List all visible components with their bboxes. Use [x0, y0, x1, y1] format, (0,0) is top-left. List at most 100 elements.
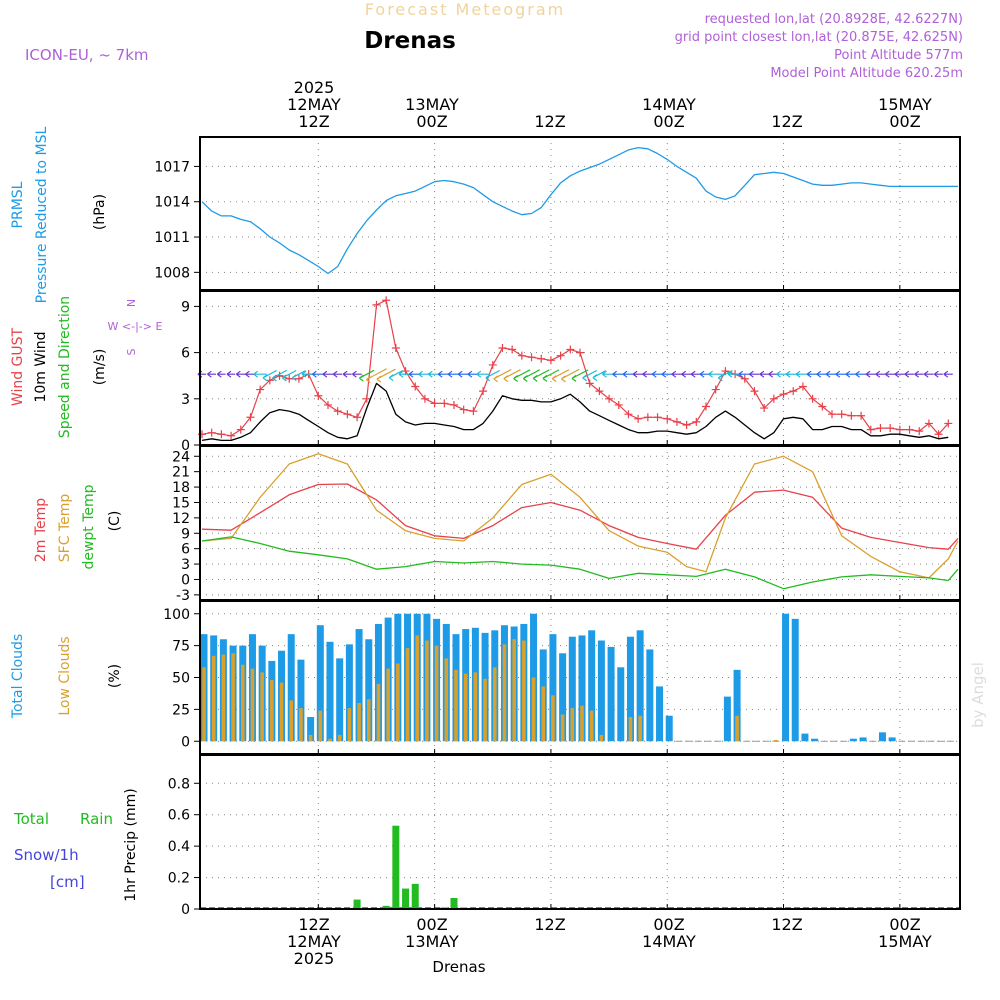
- wind-direction-arrow: [749, 370, 760, 378]
- wind-direction-arrow: [291, 370, 306, 382]
- total-cloud-bar: [607, 646, 615, 742]
- grid-point-coords: grid point closest lon,lat (20.875E, 42.…: [675, 30, 963, 45]
- precip-ytick-label: 0: [181, 902, 190, 918]
- precip-ytick-label: 0.8: [168, 776, 190, 792]
- total-cloud-bar: [307, 717, 315, 742]
- model-point-altitude: Model Point Altitude 620.25m: [770, 66, 963, 81]
- pressure-ytick-label: 1014: [154, 195, 190, 211]
- wind-direction-arrow: [914, 370, 924, 378]
- gust-marker: [430, 399, 439, 408]
- rain-bar: [392, 825, 400, 909]
- wind-unit: (m/s): [92, 349, 108, 386]
- gust-marker: [411, 382, 420, 391]
- point-altitude: Point Altitude 577m: [834, 48, 963, 63]
- low-cloud-bar: [202, 667, 206, 742]
- low-cloud-bar: [386, 668, 390, 742]
- wind-direction-arrow: [532, 369, 550, 382]
- low-cloud-bar: [560, 714, 565, 742]
- bottom-label-line: 00Z: [416, 915, 447, 934]
- pressure-ytick-label: 1017: [154, 159, 190, 175]
- bottom-label-line: 12Z: [298, 915, 329, 934]
- wind-panel-labels: Wind GUST 10m Wind Speed and Direction (…: [10, 296, 162, 438]
- wind-direction-arrow: [457, 370, 470, 378]
- wind-direction-arrow: [845, 370, 857, 378]
- low-cloud-bar: [347, 708, 352, 742]
- low-cloud-bar: [541, 686, 546, 742]
- temp-panel-labels: 2m Temp SFC Temp dewpt Temp (C): [33, 484, 123, 569]
- total-cloud-bar: [878, 732, 886, 742]
- pressure-ytick-label: 1008: [154, 265, 190, 281]
- pressure-panel-labels: PRMSL Pressure Reduced to MSL (hPa): [10, 126, 108, 303]
- temp-ytick-label: 12: [172, 511, 190, 527]
- total-cloud-bar: [549, 634, 557, 742]
- low-cloud-bar: [444, 658, 449, 742]
- temp-ytick-label: 3: [181, 557, 190, 573]
- low-cloud-bar: [299, 708, 303, 742]
- total-cloud-bar: [365, 639, 373, 742]
- total-cloud-bar: [297, 659, 305, 742]
- gust-marker: [585, 379, 594, 388]
- gust-marker: [905, 425, 914, 434]
- wind-direction-arrow: [493, 368, 512, 383]
- wind-direction-arrow: [923, 370, 934, 378]
- total-cloud-bar: [287, 634, 295, 742]
- gust-marker: [808, 394, 817, 403]
- precip-ytick-label: 0.4: [168, 839, 190, 855]
- wind-ytick-label: 0: [181, 438, 190, 454]
- gust-marker: [934, 430, 943, 439]
- wind-dir-label: Speed and Direction: [57, 296, 73, 438]
- low-cloud-bar: [366, 699, 371, 742]
- gust-marker: [605, 394, 614, 403]
- gust-marker: [663, 414, 672, 423]
- bottom-label-line: 12MAY: [287, 932, 341, 951]
- meteogram-title: Forecast Meteogram: [365, 0, 565, 19]
- gust-marker: [343, 410, 352, 419]
- gust-marker: [866, 425, 875, 434]
- total-cloud-bar: [617, 667, 625, 742]
- temp-ytick-label: -3: [176, 588, 190, 604]
- top-label-line: 12MAY: [287, 95, 341, 114]
- sfc-temp-line: [201, 453, 959, 579]
- bottom-label-line: 2025: [294, 949, 335, 968]
- precip-panel: 0 0.2 0.4 0.6 0.8: [168, 754, 961, 918]
- wind-direction-arrow: [332, 370, 343, 378]
- precip-unit: 1hr Precip (mm): [123, 788, 139, 901]
- gust-marker: [672, 417, 681, 426]
- clouds-ytick-label: 50: [172, 671, 190, 687]
- top-label-line: 12Z: [771, 112, 802, 131]
- gust-marker: [294, 374, 303, 383]
- wind-direction-arrow: [816, 370, 828, 378]
- wind-direction-arrow: [312, 370, 325, 378]
- wind-direction-arrow: [322, 370, 334, 378]
- gust-marker: [798, 382, 807, 391]
- wind-direction-arrow: [642, 370, 653, 378]
- low-cloud-bar: [599, 734, 604, 742]
- gust-marker: [469, 407, 478, 416]
- total-cloud-bar: [656, 686, 664, 742]
- gust-marker: [886, 424, 895, 433]
- wind-direction-arrow: [806, 370, 819, 378]
- rain-bar: [402, 888, 410, 909]
- gust-marker: [459, 405, 468, 414]
- low-cloud-bar: [270, 680, 274, 742]
- precip-panel-labels: Total Rain Snow/1h [cm] 1hr Precip (mm): [13, 788, 139, 901]
- wind-direction-arrow: [216, 370, 226, 378]
- low-cloud-bar: [454, 669, 458, 742]
- gust-marker: [479, 387, 488, 396]
- rain-bar: [382, 905, 390, 909]
- total-cloud-bar: [859, 737, 867, 742]
- total-cloud-bar: [568, 636, 576, 742]
- low-cloud-bar: [337, 734, 342, 742]
- gust-marker: [372, 300, 381, 309]
- low-cloud-bar: [628, 717, 633, 742]
- wind-direction-arrow: [272, 369, 287, 382]
- wind-ytick-label: 9: [181, 299, 190, 315]
- wind-direction-arrow: [835, 370, 848, 378]
- wind-direction-arrow: [352, 370, 362, 378]
- low-cloud-bar: [279, 682, 284, 742]
- compass-n: N: [125, 299, 138, 307]
- total-cloud-bar: [559, 653, 567, 742]
- bottom-label-line: 00Z: [889, 915, 920, 934]
- watermark: by Angel: [969, 662, 987, 728]
